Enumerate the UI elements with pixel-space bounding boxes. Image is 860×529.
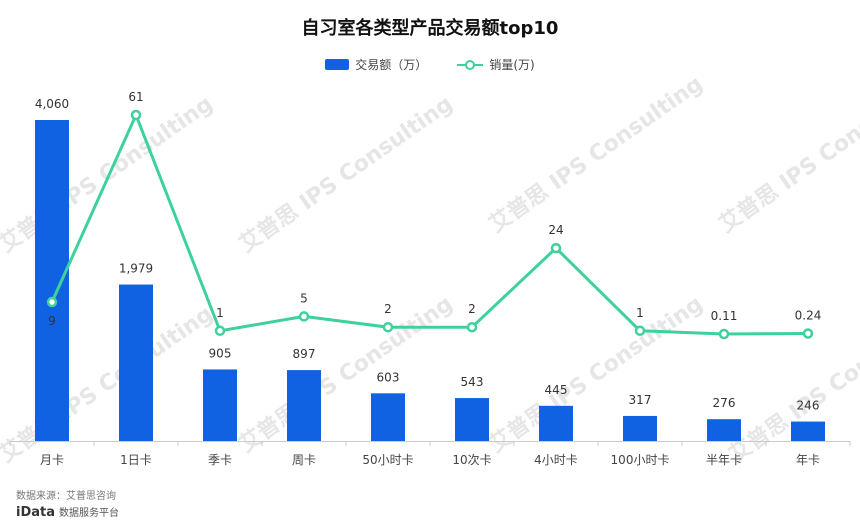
bar-label-2: 905	[209, 346, 232, 360]
brand-logo: iData 数据服务平台	[16, 505, 119, 522]
watermark-2: 艾普思 IPS Consulting	[484, 71, 707, 238]
bar-label-1: 1,979	[119, 262, 153, 276]
bar-label-7: 317	[629, 393, 652, 407]
legend-item-line[interactable]: 销量(万)	[457, 56, 535, 73]
bar-2[interactable]	[203, 369, 237, 441]
bar-label-0: 4,060	[35, 97, 69, 111]
bar-5[interactable]	[455, 398, 489, 441]
x-tick-label-6: 4小时卡	[534, 453, 578, 467]
bar-1[interactable]	[119, 284, 153, 441]
bar-label-6: 445	[545, 383, 568, 397]
bar-9[interactable]	[791, 421, 825, 441]
line-point-1[interactable]	[130, 109, 142, 121]
source-text: 数据来源：艾普思咨询	[16, 491, 116, 502]
line-label-6: 24	[548, 223, 563, 237]
line-label-2: 1	[216, 306, 224, 320]
watermark-6: 艾普思 IPS Consulting	[484, 291, 707, 458]
line-point-4[interactable]	[382, 321, 394, 333]
brand-caption: 数据服务平台	[59, 508, 120, 519]
legend-line-label: 销量(万)	[489, 58, 535, 72]
line-point-8[interactable]	[718, 328, 730, 340]
line-label-8: 0.11	[711, 309, 738, 323]
line-series	[50, 113, 809, 336]
line-point-0[interactable]	[46, 296, 58, 308]
legend-line-swatch	[457, 59, 484, 71]
line-point-5[interactable]	[466, 321, 478, 333]
x-tick-label-8: 半年卡	[706, 453, 742, 467]
bar-label-9: 246	[797, 399, 820, 413]
brand-name: iData	[16, 505, 56, 520]
x-tick-label-1: 1日卡	[120, 453, 152, 467]
line-point-3[interactable]	[298, 311, 310, 322]
x-tick-label-5: 10次卡	[452, 453, 491, 467]
x-tick-label-2: 季卡	[208, 453, 232, 467]
bar-3[interactable]	[287, 370, 321, 441]
line-label-0: 9	[48, 314, 56, 328]
line-label-3: 5	[300, 291, 308, 305]
x-tick-label-4: 50小时卡	[362, 453, 413, 467]
bar-4[interactable]	[371, 393, 405, 441]
legend-item-bar[interactable]: 交易额（万）	[325, 56, 427, 73]
legend-bar-swatch	[325, 59, 350, 70]
x-tick-label-7: 100小时卡	[611, 453, 670, 467]
bar-label-3: 897	[293, 347, 316, 361]
bar-7[interactable]	[623, 415, 657, 441]
watermark-4: 艾普思 IPS Consulting	[0, 301, 218, 468]
line-label-7: 1	[636, 306, 644, 320]
chart-title: 自习室各类型产品交易额top10	[301, 18, 559, 39]
x-tick-label-3: 周卡	[292, 453, 316, 467]
line-label-1: 61	[128, 90, 143, 104]
watermark-5: 艾普思 IPS Consulting	[234, 291, 457, 458]
source-block: 数据来源：艾普思咨询 iData 数据服务平台	[16, 489, 119, 520]
x-tick-label-9: 年卡	[796, 453, 820, 467]
chart-legend: 交易额（万） 销量(万)	[0, 56, 860, 73]
watermark-1: 艾普思 IPS Consulting	[234, 91, 457, 258]
bar-label-8: 276	[713, 396, 736, 410]
bar-label-5: 543	[461, 375, 484, 389]
bar-0[interactable]	[35, 120, 69, 441]
line-point-6[interactable]	[550, 242, 562, 254]
legend-bar-label: 交易额（万）	[355, 58, 428, 72]
x-tick-label-0: 月卡	[40, 453, 64, 467]
watermark-7: 艾普思 IPS Consulting	[724, 301, 860, 468]
line-point-2[interactable]	[214, 325, 226, 337]
bar-label-4: 603	[377, 370, 400, 384]
line-label-4: 2	[384, 302, 392, 316]
line-point-9[interactable]	[802, 328, 814, 339]
line-label-9: 0.24	[795, 309, 822, 323]
line-label-5: 2	[468, 302, 476, 316]
watermark-3: 艾普思 IPS Consulting	[714, 71, 860, 238]
line-point-7[interactable]	[634, 325, 646, 337]
bar-6[interactable]	[539, 405, 573, 441]
bar-8[interactable]	[707, 419, 741, 441]
